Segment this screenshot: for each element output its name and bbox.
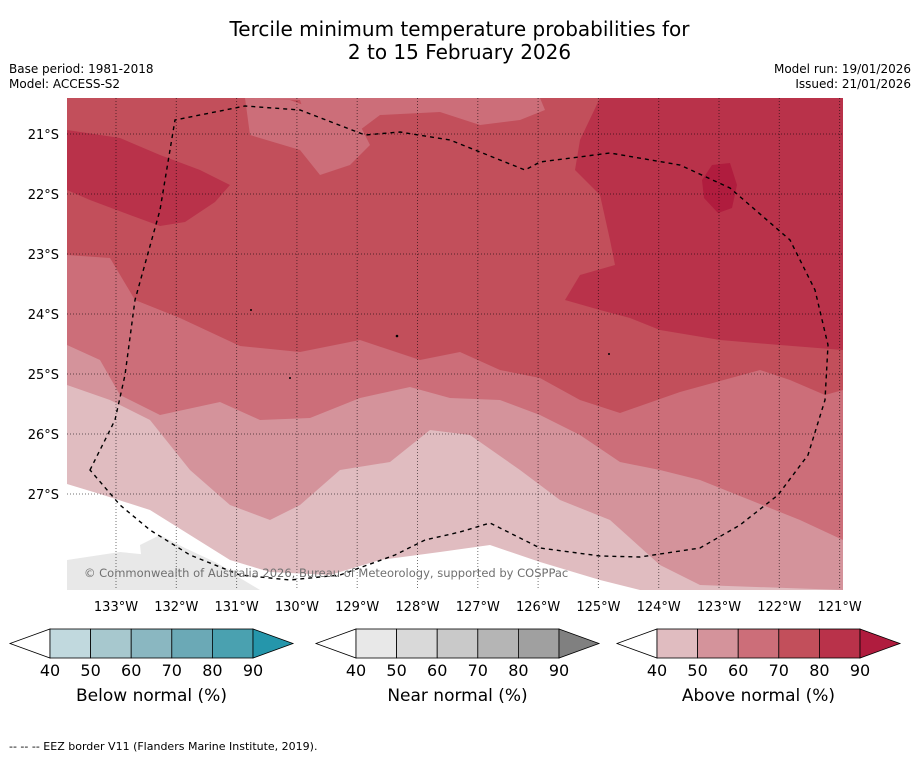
colorbar-segment xyxy=(436,628,479,659)
above-40-inset xyxy=(365,480,420,495)
near-normal-40-patch xyxy=(140,535,240,590)
colorbar-label-above: Above normal (%) xyxy=(681,686,836,706)
colorbar-2: 40 50 60 70 80 90 xyxy=(615,628,902,680)
colorbar-tick: 70 xyxy=(468,661,488,680)
lon-label: 130°W xyxy=(275,600,319,615)
small-island-marks xyxy=(250,309,610,379)
colorbar-tick: 70 xyxy=(162,661,182,680)
lat-label: 25°S xyxy=(28,368,59,383)
copyright-text: © Commonwealth of Australia 2026, Bureau… xyxy=(84,566,568,580)
colorbar-tick: 70 xyxy=(769,661,789,680)
colorbar-segment xyxy=(396,628,438,659)
issued-date: Issued: 21/01/2026 xyxy=(795,77,911,91)
lat-label: 27°S xyxy=(28,488,59,503)
colorbar-tick: 60 xyxy=(427,661,447,680)
lon-label: 127°W xyxy=(456,600,500,615)
colorbar-extend-high xyxy=(859,628,902,659)
colorbars: 40 50 60 70 80 90 40 50 60 70 80 90 40 50 60 70 80 90 xyxy=(8,628,902,680)
colorbar-extend-low xyxy=(615,628,658,659)
above-80-patch-west xyxy=(67,130,230,226)
meta-right: Model run: 19/01/2026 Issued: 21/01/2026 xyxy=(774,62,911,92)
title-line-2: 2 to 15 February 2026 xyxy=(347,40,572,64)
colorbar-tick: 80 xyxy=(809,661,829,680)
colorbar-tick: 80 xyxy=(202,661,222,680)
colorbar-extend-low xyxy=(314,628,357,659)
colorbar-label-below: Below normal (%) xyxy=(76,686,227,706)
colorbar-tick: 90 xyxy=(549,661,569,680)
lon-label: 123°W xyxy=(697,600,741,615)
lat-label: 26°S xyxy=(28,428,59,443)
map-layers xyxy=(67,98,843,590)
lon-label: 128°W xyxy=(395,600,439,615)
colorbar-tick: 90 xyxy=(243,661,263,680)
eez-footnote: -- -- -- EEZ border V11 (Flanders Marine… xyxy=(9,740,318,753)
colorbar-tick: 60 xyxy=(121,661,141,680)
colorbar-tick: 50 xyxy=(687,661,707,680)
lon-label: 129°W xyxy=(335,600,379,615)
colorbar-label-near: Near normal (%) xyxy=(387,686,528,706)
colorbar-segment xyxy=(90,628,132,659)
island-mark xyxy=(395,334,399,338)
lon-label: 124°W xyxy=(637,600,681,615)
colorbar-tick: 40 xyxy=(40,661,60,680)
colorbar-extend-low xyxy=(8,628,51,659)
colorbar-segment xyxy=(697,628,739,659)
lon-label: 121°W xyxy=(818,600,862,615)
colorbar-tick: 50 xyxy=(80,661,100,680)
lon-label: 131°W xyxy=(215,600,259,615)
above-60-patch-north xyxy=(245,98,545,175)
colorbar-tick: 90 xyxy=(850,661,870,680)
eez-border-line xyxy=(89,105,829,581)
colorbar-segment xyxy=(819,628,861,659)
colorbar-extend-high xyxy=(558,628,601,659)
colorbar-tick: 80 xyxy=(508,661,528,680)
model-run: Model run: 19/01/2026 xyxy=(773,62,911,76)
colorbar-segment xyxy=(518,628,560,659)
colorbar-segment xyxy=(49,628,91,659)
lat-label: 24°S xyxy=(28,308,59,323)
colorbar-tick: 40 xyxy=(346,661,366,680)
lat-label: 21°S xyxy=(28,128,59,143)
colorbar-0: 40 50 60 70 80 90 xyxy=(8,628,295,680)
lon-label: 133°W xyxy=(94,600,138,615)
lat-label: 22°S xyxy=(28,188,59,203)
colorbar-tick: 50 xyxy=(386,661,406,680)
colorbar-segment xyxy=(656,628,698,659)
island-mark xyxy=(250,309,252,311)
colorbar-segment xyxy=(211,628,254,659)
colorbar-extend-high xyxy=(252,628,295,659)
colorbar-1: 40 50 60 70 80 90 xyxy=(314,628,601,680)
graticule xyxy=(67,98,843,590)
lon-label: 132°W xyxy=(154,600,198,615)
colorbar-segment xyxy=(477,628,519,659)
colorbar-tick: 40 xyxy=(647,661,667,680)
island-mark xyxy=(289,377,291,379)
above-80-zone xyxy=(565,98,843,350)
colorbar-segment xyxy=(355,628,397,659)
latitude-labels: 21°S 22°S 23°S 24°S 25°S 26°S 27°S xyxy=(28,128,59,503)
title-line-1: Tercile minimum temperature probabilitie… xyxy=(229,17,690,41)
lon-label: 122°W xyxy=(757,600,801,615)
lat-label: 23°S xyxy=(28,248,59,263)
base-period: Base period: 1981-2018 xyxy=(9,62,154,76)
lon-label: 126°W xyxy=(516,600,560,615)
colorbar-segment xyxy=(737,628,780,659)
colorbar-segment xyxy=(171,628,213,659)
meta-left: Base period: 1981-2018 Model: ACCESS-S2 xyxy=(9,62,154,92)
longitude-labels: 133°W 132°W 131°W 130°W 129°W 128°W 127°W 126°W… xyxy=(94,600,862,615)
island-mark xyxy=(608,353,610,355)
chart-title: Tercile minimum temperature probabilitie… xyxy=(0,18,919,64)
model-name: Model: ACCESS-S2 xyxy=(9,77,121,91)
colorbar-tick: 60 xyxy=(728,661,748,680)
lon-label: 125°W xyxy=(576,600,620,615)
colorbar-segment xyxy=(130,628,173,659)
colorbar-segment xyxy=(778,628,820,659)
